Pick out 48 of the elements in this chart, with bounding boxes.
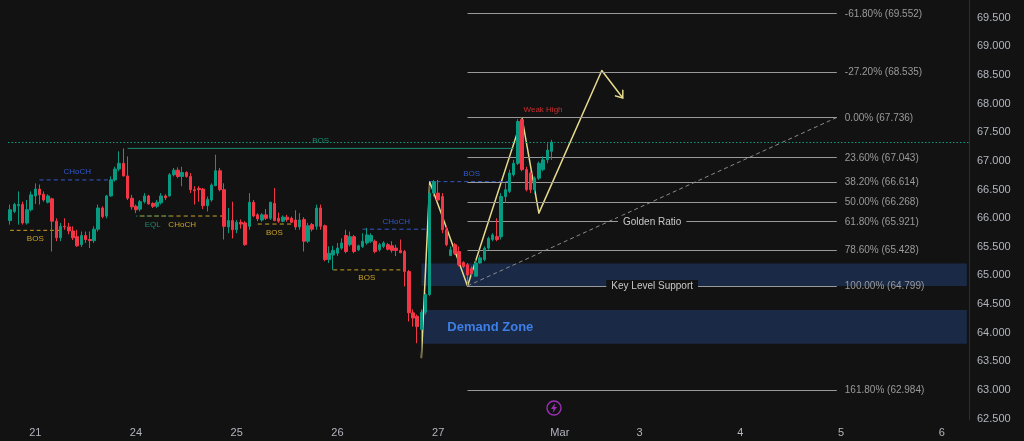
ref-line-label: 50.00% (66.268): [844, 196, 919, 208]
band-label: Demand Zone: [447, 319, 534, 335]
ref-line-label: 100.00% (64.799): [844, 280, 925, 292]
y-tick-label: 65.000: [977, 268, 1011, 281]
ref-line-label: 0.00% (67.736): [844, 112, 914, 124]
annotation: Key Level Support: [611, 280, 694, 292]
x-tick-label: 6: [938, 425, 945, 438]
x-tick-label: 21: [29, 425, 42, 438]
series-label: BOS: [312, 135, 330, 145]
y-tick-label: 65.500: [977, 239, 1011, 252]
annotation: Golden Ratio: [622, 216, 682, 228]
y-tick-label: 64.500: [977, 297, 1011, 310]
ref-line-label: 78.60% (65.428): [844, 244, 919, 256]
series-label: Weak High: [523, 104, 563, 114]
series-label: CHoCH: [63, 167, 92, 177]
x-tick-label: 4: [737, 425, 744, 438]
y-tick-label: 62.500: [977, 411, 1011, 424]
series-label: BOS: [358, 273, 376, 283]
y-tick-label: 67.500: [977, 125, 1011, 138]
series-label: EQL: [144, 219, 162, 229]
y-tick-label: 63.000: [977, 383, 1011, 396]
x-tick-label: 24: [129, 425, 143, 438]
series-label: BOS: [463, 169, 481, 179]
x-tick-label: Mar: [550, 425, 570, 438]
ref-line-label: 161.80% (62.984): [844, 384, 925, 396]
y-tick-label: 66.000: [977, 211, 1011, 224]
ref-line-label: 61.80% (65.921): [844, 216, 919, 228]
series-label: CHoCH: [382, 216, 411, 226]
y-tick-label: 67.000: [977, 153, 1011, 166]
x-tick-label: 5: [837, 425, 845, 438]
y-tick-label: 64.000: [977, 325, 1011, 338]
y-tick-label: 68.500: [977, 67, 1011, 80]
series-label: BOS: [266, 227, 283, 237]
ref-line-label: -61.80% (69.552): [844, 8, 923, 20]
ref-line-label: 23.60% (67.043): [844, 151, 919, 163]
series-label: BOS: [26, 233, 44, 243]
y-tick-label: 66.500: [977, 182, 1011, 195]
ref-line-label: -27.20% (68.535): [844, 66, 923, 78]
series-label: CHoCH: [168, 219, 197, 229]
y-tick-label: 68.000: [977, 96, 1011, 109]
y-tick-label: 69.500: [977, 10, 1011, 23]
x-tick-label: 25: [230, 425, 243, 438]
y-tick-label: 69.000: [977, 39, 1011, 52]
y-tick-label: 63.500: [977, 354, 1011, 367]
x-tick-label: 27: [432, 425, 445, 438]
ref-line-label: 38.20% (66.614): [844, 176, 919, 188]
x-tick-label: 3: [636, 425, 643, 438]
x-tick-label: 26: [331, 425, 344, 438]
